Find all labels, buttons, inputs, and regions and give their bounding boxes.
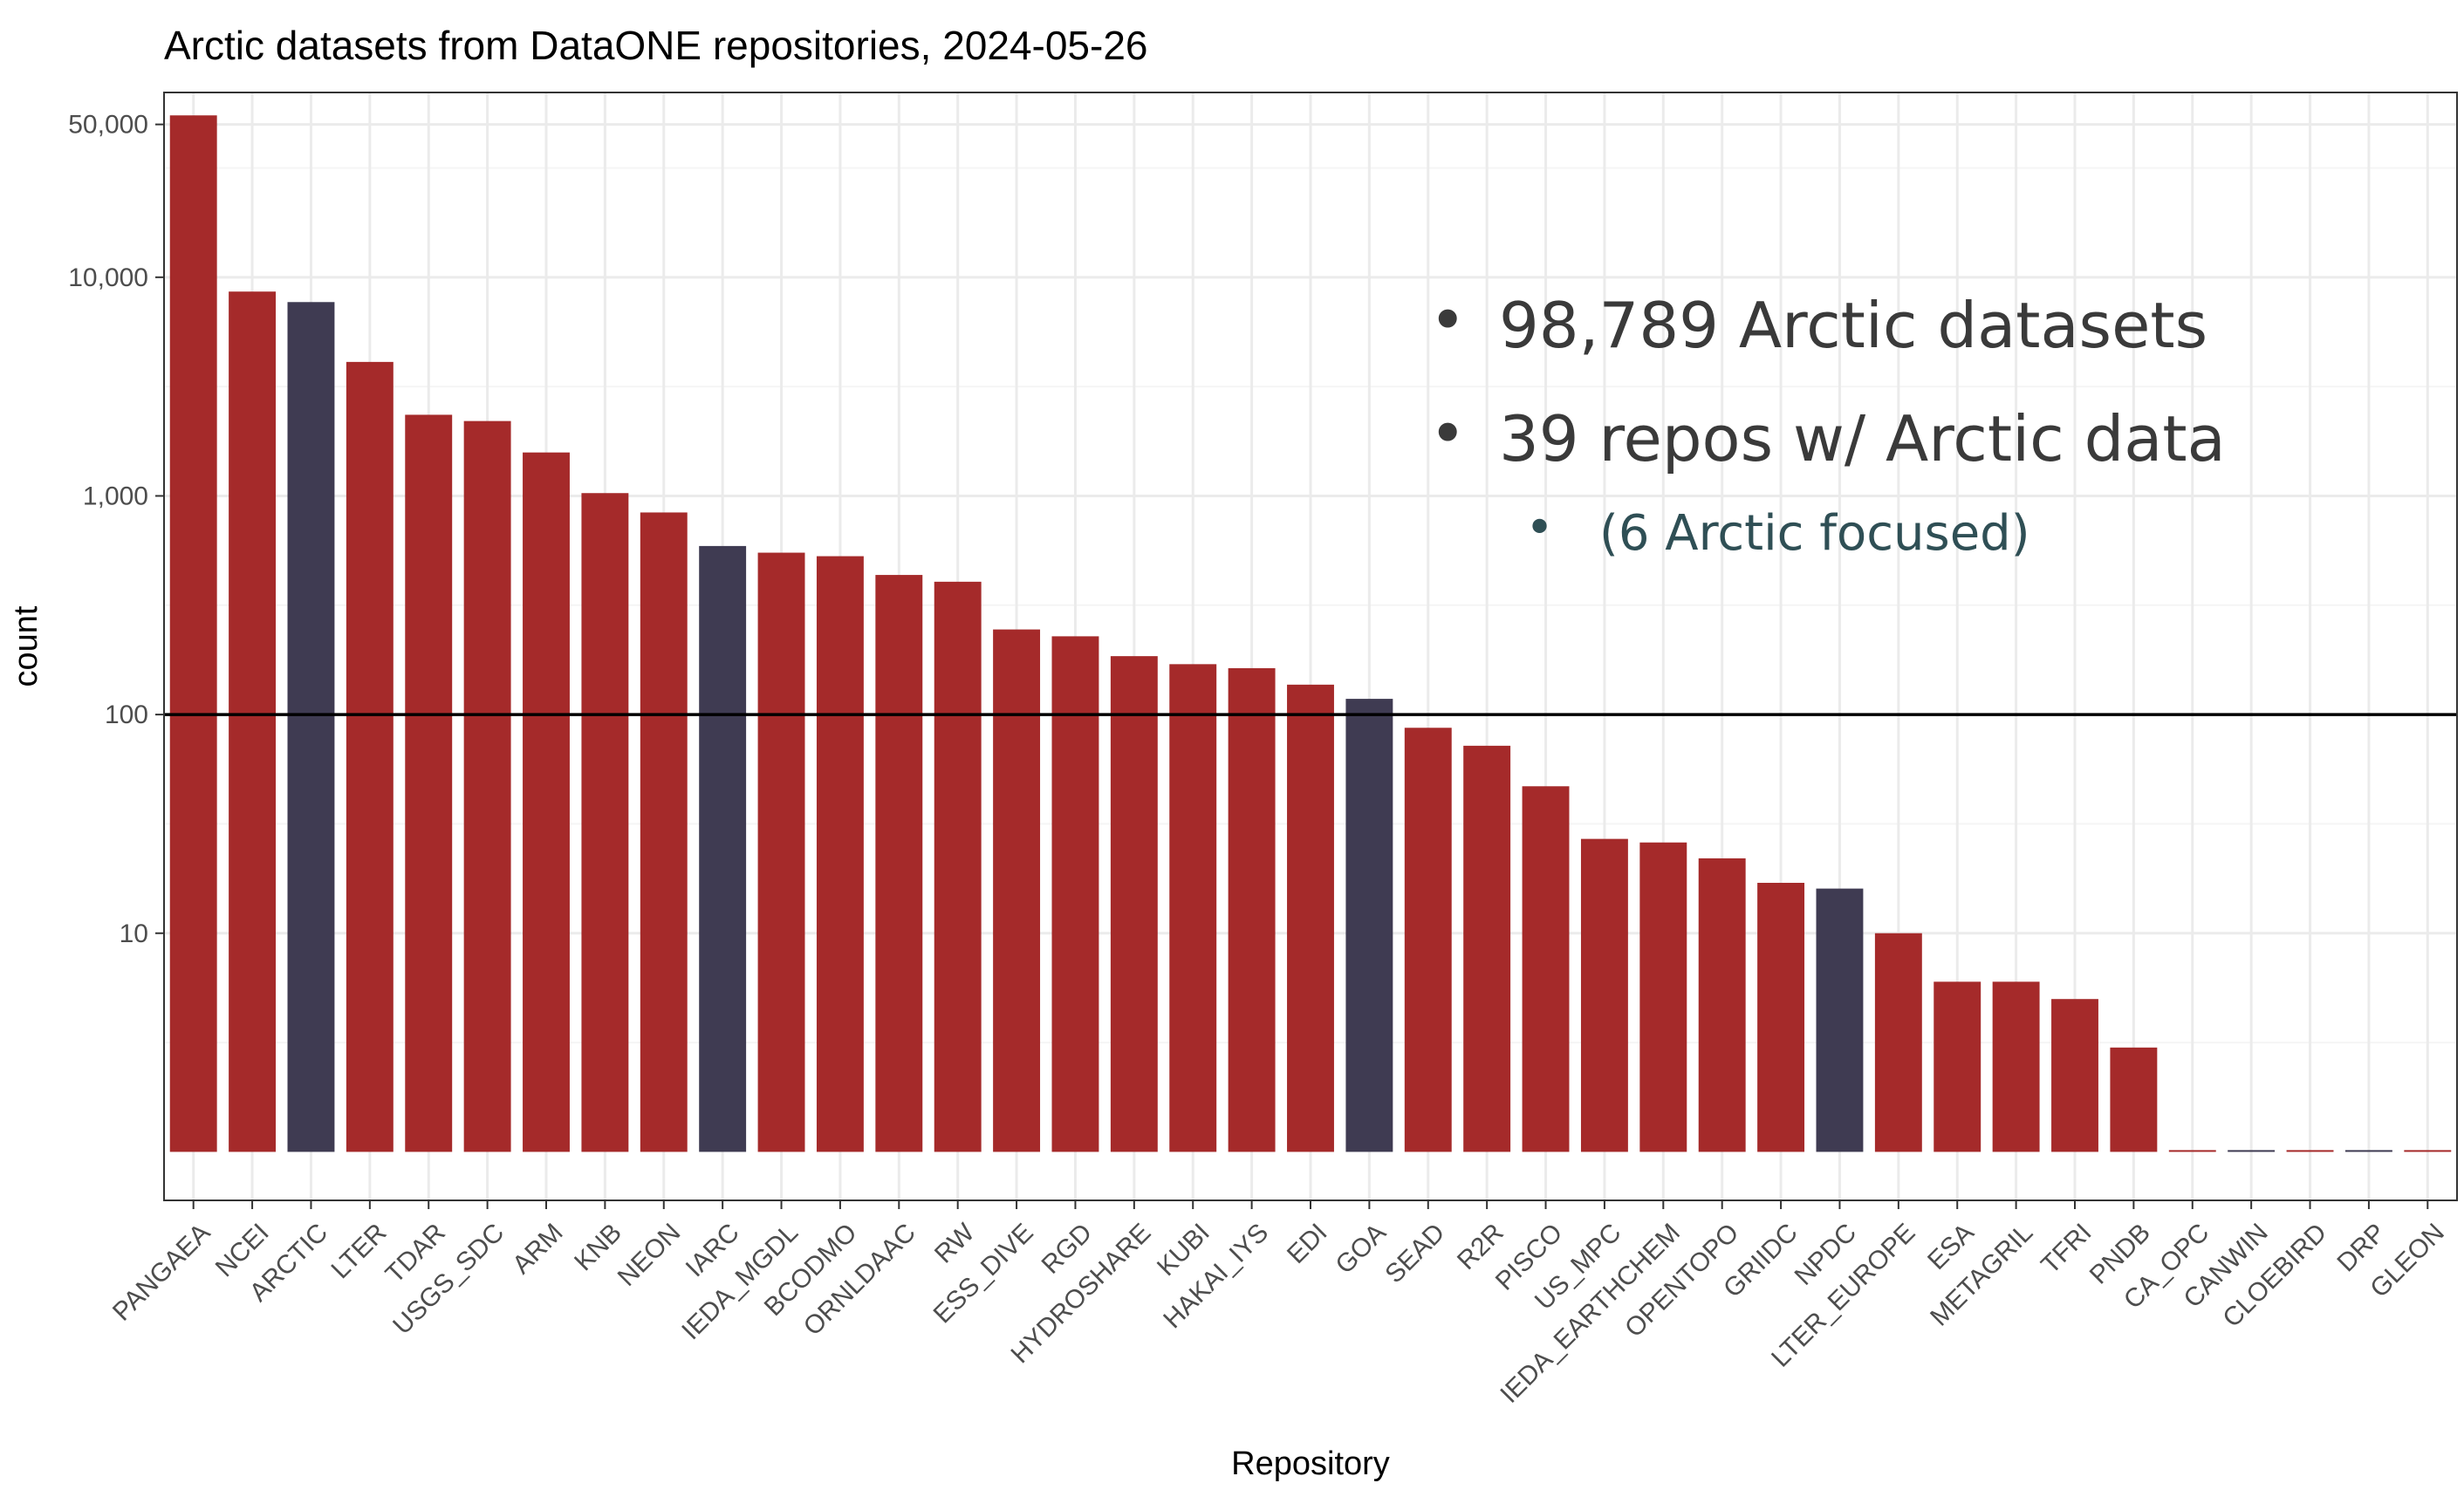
bar-lter (346, 361, 394, 1152)
bar-rw (934, 581, 982, 1152)
bar-edi (1287, 684, 1334, 1152)
bar-opentopo (1698, 858, 1746, 1152)
bar-tdar (405, 414, 453, 1152)
bar-iarc (699, 545, 747, 1152)
bar-hakai_iys (1228, 667, 1276, 1152)
annotation-repo-count: 39 repos w/ Arctic data (1499, 402, 2226, 475)
bar-npdc (1816, 888, 1864, 1152)
bar-goa (1345, 699, 1393, 1152)
bars-layer (169, 115, 2452, 1152)
bar-us_mpc (1580, 838, 1628, 1152)
annotation-bullet-3: • (1525, 500, 1554, 557)
bar-gleon (2404, 1150, 2452, 1152)
bar-ornldaac (875, 575, 923, 1152)
x-tick-label: RW (929, 1218, 981, 1269)
bar-hydroshare (1110, 656, 1158, 1152)
y-tick-label: 1,000 (83, 482, 148, 510)
bar-sead (1404, 728, 1452, 1152)
bar-ieda_earthchem (1639, 842, 1687, 1152)
bar-pangaea (169, 115, 217, 1152)
y-axis-title: count (8, 605, 44, 687)
bar-neon (640, 512, 688, 1152)
bar-knb (581, 493, 629, 1152)
bar-ca_opc (2168, 1150, 2216, 1152)
x-axis-title: Repository (1231, 1446, 1390, 1482)
y-axis-ticks: 10 100 1,000 10,000 50,000 (68, 111, 164, 948)
bar-drp (2344, 1150, 2392, 1152)
x-tick-label: EDI (1282, 1218, 1333, 1269)
bar-lter_europe (1874, 933, 1922, 1152)
bar-r2r (1463, 745, 1511, 1152)
y-tick-label: 100 (105, 701, 148, 729)
x-tick-label: ARM (507, 1218, 568, 1279)
x-tick-label: LTER (326, 1218, 393, 1284)
bar-cloebird (2286, 1150, 2334, 1152)
bar-griidc (1757, 882, 1805, 1152)
bar-bcodmo (816, 556, 864, 1152)
bar-metagril (1992, 981, 2040, 1152)
bar-esa (1934, 981, 1981, 1152)
chart-title: Arctic datasets from DataONE repositorie… (164, 23, 1148, 68)
bar-arm (523, 452, 570, 1152)
bar-pisco (1522, 786, 1570, 1152)
bar-usgs_sdc (463, 420, 511, 1152)
bar-canwin (2228, 1150, 2276, 1152)
annotation-block: • 98,789 Arctic datasets • 39 repos w/ A… (1429, 284, 2226, 562)
bar-ieda_mgdl (757, 552, 805, 1152)
y-tick-label: 10,000 (68, 263, 148, 292)
y-tick-label: 50,000 (68, 111, 148, 140)
annotation-bullet-1: • (1429, 284, 1466, 357)
x-tick-label: NEON (613, 1218, 687, 1292)
annotation-arctic-focused: (6 Arctic focused) (1599, 505, 2030, 562)
x-tick-label: PANGAEA (107, 1218, 216, 1326)
x-tick-label: SEAD (1379, 1218, 1450, 1288)
bar-kubi (1169, 664, 1217, 1152)
annotation-bullet-2: • (1429, 397, 1466, 470)
bar-rgd (1051, 636, 1099, 1152)
annotation-total-datasets: 98,789 Arctic datasets (1499, 289, 2207, 362)
bar-tfri (2051, 999, 2098, 1152)
bar-ess_dive (993, 629, 1041, 1152)
y-tick-label: 10 (120, 919, 148, 948)
bar-arctic (287, 302, 335, 1152)
bar-pndb (2110, 1047, 2158, 1152)
bar-ncei (229, 291, 277, 1152)
